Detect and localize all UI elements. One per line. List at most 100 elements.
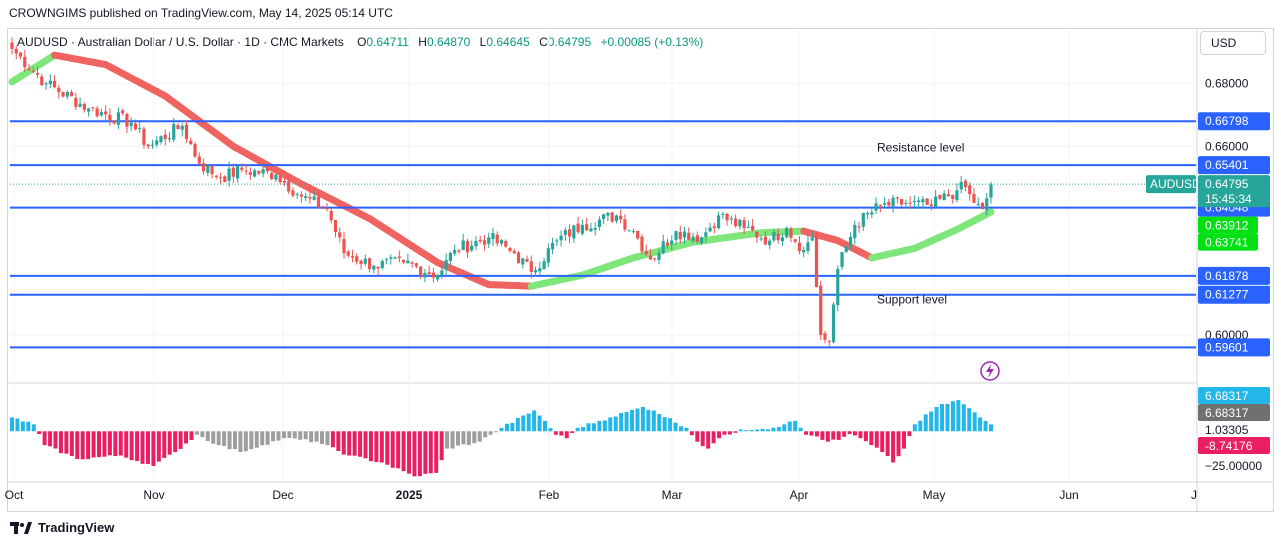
candle-body[interactable]: [746, 227, 750, 229]
candle-body[interactable]: [99, 111, 103, 116]
candle-body[interactable]: [499, 240, 504, 244]
candle-body[interactable]: [176, 125, 180, 130]
candle-body[interactable]: [665, 242, 670, 246]
candle-body[interactable]: [172, 124, 176, 140]
candle-body[interactable]: [968, 185, 972, 195]
candle-body[interactable]: [461, 240, 465, 251]
candle-body[interactable]: [333, 220, 338, 233]
candle-body[interactable]: [768, 240, 772, 246]
candle-body[interactable]: [214, 175, 218, 178]
candle-body[interactable]: [231, 167, 235, 177]
candle-body[interactable]: [104, 111, 108, 115]
candle-body[interactable]: [223, 176, 227, 183]
candle-body[interactable]: [593, 228, 597, 230]
candle-body[interactable]: [167, 138, 172, 140]
candle-body[interactable]: [989, 184, 993, 198]
candle-body[interactable]: [802, 250, 806, 253]
candle-body[interactable]: [329, 210, 333, 221]
candle-body[interactable]: [129, 122, 133, 127]
candle-body[interactable]: [972, 193, 976, 203]
candle-body[interactable]: [721, 213, 725, 215]
candle-body[interactable]: [312, 196, 316, 200]
candle-body[interactable]: [112, 120, 116, 124]
candle-body[interactable]: [946, 194, 951, 197]
candle-body[interactable]: [253, 170, 257, 177]
candle-body[interactable]: [240, 167, 244, 170]
candle-body[interactable]: [716, 215, 721, 229]
candle-body[interactable]: [465, 241, 470, 253]
candle-body[interactable]: [440, 270, 444, 276]
candle-body[interactable]: [610, 212, 614, 222]
candle-body[interactable]: [402, 259, 406, 263]
candle-body[interactable]: [197, 156, 201, 164]
candle-body[interactable]: [648, 255, 653, 260]
candle-body[interactable]: [657, 252, 661, 260]
candle-body[interactable]: [980, 202, 985, 210]
candle-body[interactable]: [712, 226, 716, 228]
candle-body[interactable]: [729, 218, 733, 220]
candle-body[interactable]: [10, 42, 14, 49]
candle-body[interactable]: [44, 83, 48, 85]
candle-body[interactable]: [840, 252, 844, 268]
candle-body[interactable]: [538, 268, 542, 272]
candle-body[interactable]: [367, 258, 372, 270]
candle-body[interactable]: [495, 234, 499, 244]
candle-body[interactable]: [287, 181, 291, 192]
candle-body[interactable]: [695, 235, 699, 242]
candle-body[interactable]: [48, 80, 52, 85]
candle-body[interactable]: [78, 103, 82, 107]
candle-body[interactable]: [121, 110, 125, 114]
candle-body[interactable]: [14, 48, 18, 54]
candle-body[interactable]: [414, 263, 418, 267]
candle-body[interactable]: [184, 124, 189, 140]
candle-body[interactable]: [546, 248, 550, 263]
candle-body[interactable]: [780, 237, 785, 242]
candle-body[interactable]: [478, 239, 482, 242]
candle-body[interactable]: [227, 168, 231, 181]
candle-body[interactable]: [201, 163, 206, 172]
candle-body[interactable]: [976, 203, 980, 205]
candle-body[interactable]: [542, 261, 546, 270]
candle-body[interactable]: [346, 251, 350, 256]
candle-body[interactable]: [533, 270, 538, 273]
candle-body[interactable]: [355, 256, 359, 262]
candle-body[interactable]: [951, 194, 955, 199]
candle-body[interactable]: [568, 229, 572, 237]
candle-body[interactable]: [623, 219, 627, 230]
candle-body[interactable]: [785, 228, 789, 238]
candle-body[interactable]: [819, 285, 823, 335]
candle-body[interactable]: [806, 242, 810, 251]
candle-body[interactable]: [738, 219, 742, 227]
candle-body[interactable]: [895, 197, 899, 199]
candle-body[interactable]: [376, 266, 380, 269]
candle-body[interactable]: [699, 237, 704, 244]
candle-body[interactable]: [742, 220, 746, 228]
candle-body[interactable]: [687, 232, 691, 241]
candle-body[interactable]: [210, 165, 214, 175]
candle-body[interactable]: [576, 223, 580, 233]
candle-body[interactable]: [661, 241, 665, 254]
candle-body[interactable]: [904, 202, 908, 204]
candle-body[interactable]: [955, 190, 959, 201]
candle-body[interactable]: [491, 233, 495, 240]
candle-body[interactable]: [580, 224, 584, 234]
candle-body[interactable]: [274, 174, 278, 180]
candle-body[interactable]: [308, 197, 312, 199]
candle-body[interactable]: [436, 275, 440, 280]
candle-body[interactable]: [887, 201, 891, 206]
candle-body[interactable]: [882, 202, 887, 205]
candle-body[interactable]: [193, 144, 197, 157]
candle-body[interactable]: [244, 170, 248, 172]
candle-body[interactable]: [384, 259, 389, 261]
candle-body[interactable]: [589, 228, 593, 232]
candle-body[interactable]: [338, 232, 342, 238]
candle-body[interactable]: [74, 97, 78, 108]
candle-body[interactable]: [776, 233, 780, 241]
candle-body[interactable]: [865, 213, 870, 215]
candle-body[interactable]: [235, 165, 240, 179]
candle-body[interactable]: [751, 225, 755, 231]
candle-body[interactable]: [508, 247, 512, 251]
candle-body[interactable]: [797, 242, 802, 252]
candle-body[interactable]: [325, 208, 329, 210]
